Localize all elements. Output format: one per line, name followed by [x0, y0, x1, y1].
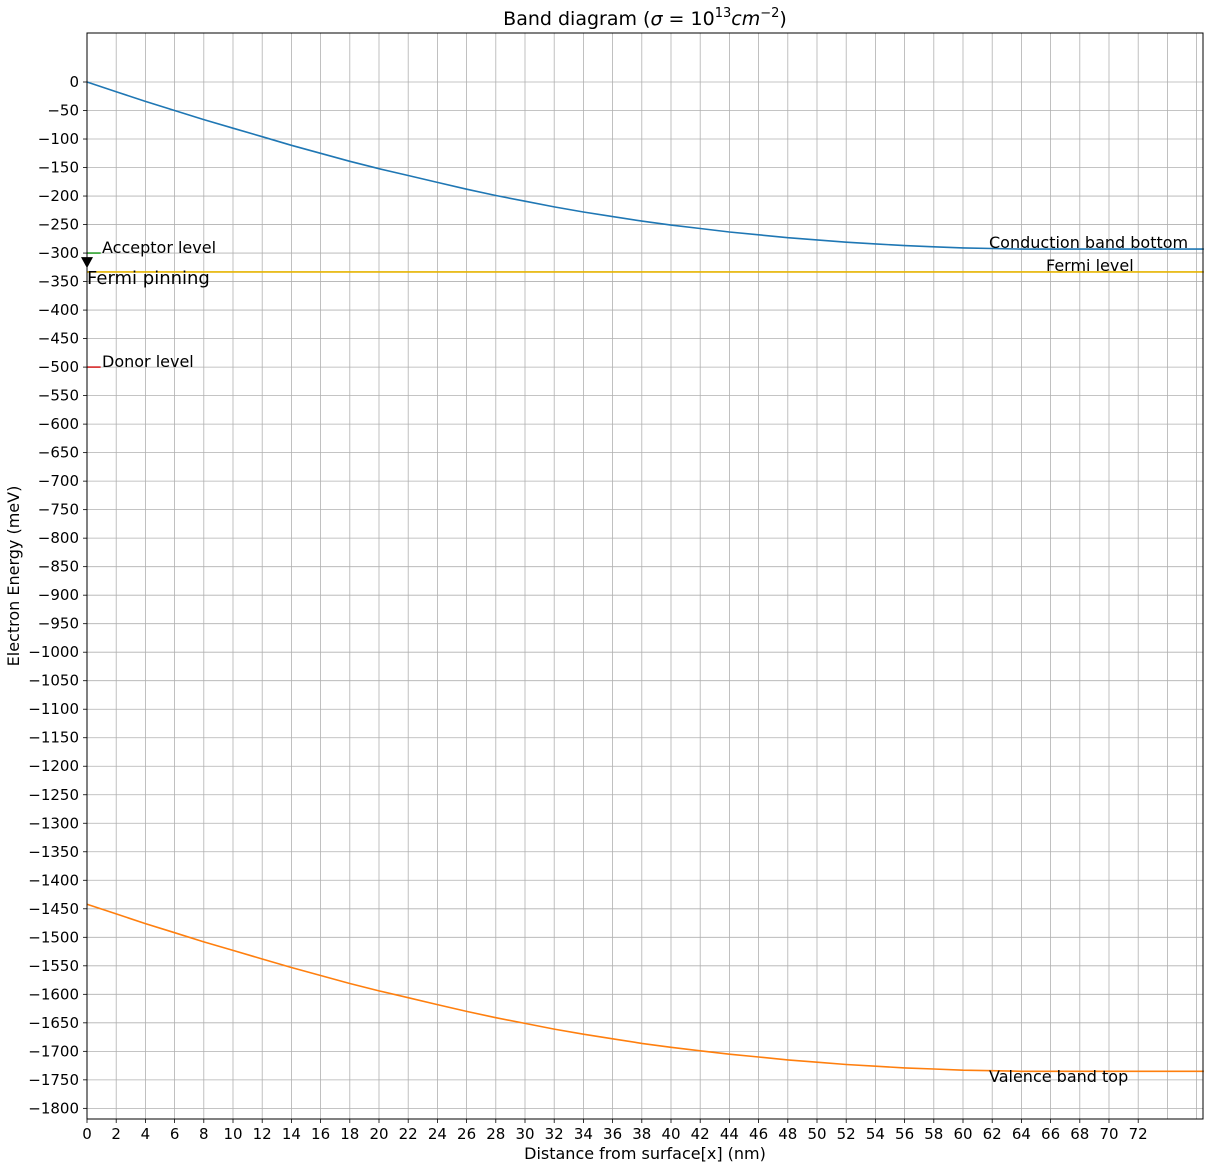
y-tick-label: −1200 — [28, 757, 79, 775]
x-axis-label: Distance from surface[x] (nm) — [524, 1144, 766, 1163]
x-tick-label: 48 — [778, 1125, 797, 1143]
fermi-level-label: Fermi level — [1046, 256, 1134, 275]
x-tick-label: 50 — [807, 1125, 826, 1143]
y-tick-label: −450 — [38, 330, 79, 348]
y-axis-label: Electron Energy (meV) — [4, 486, 23, 667]
x-tick-label: 64 — [1012, 1125, 1031, 1143]
y-tick-label: −950 — [38, 615, 79, 633]
y-tick-label: −1700 — [28, 1042, 79, 1060]
x-tick-label: 32 — [545, 1125, 564, 1143]
fermi-pinning-label: Fermi pinning — [87, 268, 210, 289]
y-tick-label: −1600 — [28, 985, 79, 1003]
y-tick-label: −150 — [38, 159, 79, 177]
valence-band-top-line — [86, 903, 1204, 1073]
y-tick-label: −700 — [38, 472, 79, 490]
y-tick-label: −1100 — [28, 700, 79, 718]
x-tick-label: 10 — [223, 1125, 242, 1143]
x-tick-label: 26 — [457, 1125, 476, 1143]
series-layer — [86, 81, 1204, 1073]
x-tick-label: 22 — [399, 1125, 418, 1143]
x-tick-label: 18 — [340, 1125, 359, 1143]
y-tick-label: −850 — [38, 558, 79, 576]
y-tick-label: −600 — [38, 415, 79, 433]
x-tick-label: 36 — [603, 1125, 622, 1143]
x-tick-label: 2 — [111, 1125, 121, 1143]
y-tick-label: −1350 — [28, 843, 79, 861]
x-tick-label: 56 — [895, 1125, 914, 1143]
valence-band-label: Valence band top — [989, 1067, 1128, 1086]
y-tick-label: −200 — [38, 187, 79, 205]
x-axis-ticks: 0 2 4 6 8 10 12 14 16 18 20 22 24 26 28 30 32 34 36 38 40 42 4… — [82, 1119, 1148, 1143]
x-tick-label: 54 — [866, 1125, 885, 1143]
conduction-band-bottom-line — [86, 81, 1204, 250]
x-tick-label: 46 — [749, 1125, 768, 1143]
x-tick-label: 70 — [1099, 1125, 1118, 1143]
x-tick-label: 24 — [428, 1125, 447, 1143]
y-tick-label: −750 — [38, 501, 79, 519]
y-tick-label: −1550 — [28, 957, 79, 975]
y-tick-label: −350 — [38, 273, 79, 291]
x-tick-label: 66 — [1041, 1125, 1060, 1143]
x-tick-label: 0 — [82, 1125, 92, 1143]
x-tick-label: 68 — [1070, 1125, 1089, 1143]
x-tick-label: 28 — [486, 1125, 505, 1143]
y-tick-label: −650 — [38, 444, 79, 462]
y-tick-label: −800 — [38, 529, 79, 547]
x-tick-label: 38 — [632, 1125, 651, 1143]
x-tick-label: 30 — [515, 1125, 534, 1143]
chart-title: Band diagram (σ = 1013cm−2) — [503, 6, 787, 30]
y-tick-label: −900 — [38, 586, 79, 604]
y-tick-label: −250 — [38, 216, 79, 234]
y-tick-label: −300 — [38, 244, 79, 262]
x-tick-label: 40 — [661, 1125, 680, 1143]
x-tick-label: 4 — [141, 1125, 151, 1143]
y-tick-label: −500 — [38, 358, 79, 376]
x-tick-label: 16 — [311, 1125, 330, 1143]
y-tick-label: −400 — [38, 301, 79, 319]
y-tick-label: −100 — [38, 130, 79, 148]
y-tick-label: −1400 — [28, 871, 79, 889]
x-tick-label: 12 — [253, 1125, 272, 1143]
x-tick-label: 34 — [574, 1125, 593, 1143]
x-tick-label: 44 — [720, 1125, 739, 1143]
y-tick-label: −1450 — [28, 900, 79, 918]
y-tick-label: −1500 — [28, 928, 79, 946]
x-tick-label: 6 — [170, 1125, 180, 1143]
x-tick-label: 58 — [924, 1125, 943, 1143]
y-tick-label: −550 — [38, 387, 79, 405]
x-tick-label: 20 — [369, 1125, 388, 1143]
x-tick-label: 52 — [837, 1125, 856, 1143]
y-axis-ticks: 0 −50 −100 −150 −200 −250 −300 −350 −400 −450 −500… — [28, 73, 87, 1117]
y-tick-label: −1050 — [28, 672, 79, 690]
y-tick-label: −1000 — [28, 643, 79, 661]
y-tick-label: −1300 — [28, 814, 79, 832]
y-tick-label: −1150 — [28, 729, 79, 747]
x-tick-label: 60 — [953, 1125, 972, 1143]
x-tick-label: 42 — [691, 1125, 710, 1143]
conduction-band-label: Conduction band bottom — [989, 233, 1188, 252]
acceptor-level-label: Acceptor level — [102, 238, 216, 257]
y-tick-label: −50 — [47, 102, 79, 120]
y-tick-label: −1750 — [28, 1071, 79, 1089]
y-tick-label: −1650 — [28, 1014, 79, 1032]
x-tick-label: 62 — [983, 1125, 1002, 1143]
donor-level-label: Donor level — [102, 352, 194, 371]
y-tick-label: −1800 — [28, 1099, 79, 1117]
x-tick-label: 14 — [282, 1125, 301, 1143]
grid-lines — [86, 33, 1203, 1119]
x-tick-label: 72 — [1129, 1125, 1148, 1143]
plot-frame — [86, 32, 1204, 1120]
x-tick-label: 8 — [199, 1125, 209, 1143]
y-tick-label: 0 — [69, 73, 79, 91]
y-tick-label: −1250 — [28, 786, 79, 804]
